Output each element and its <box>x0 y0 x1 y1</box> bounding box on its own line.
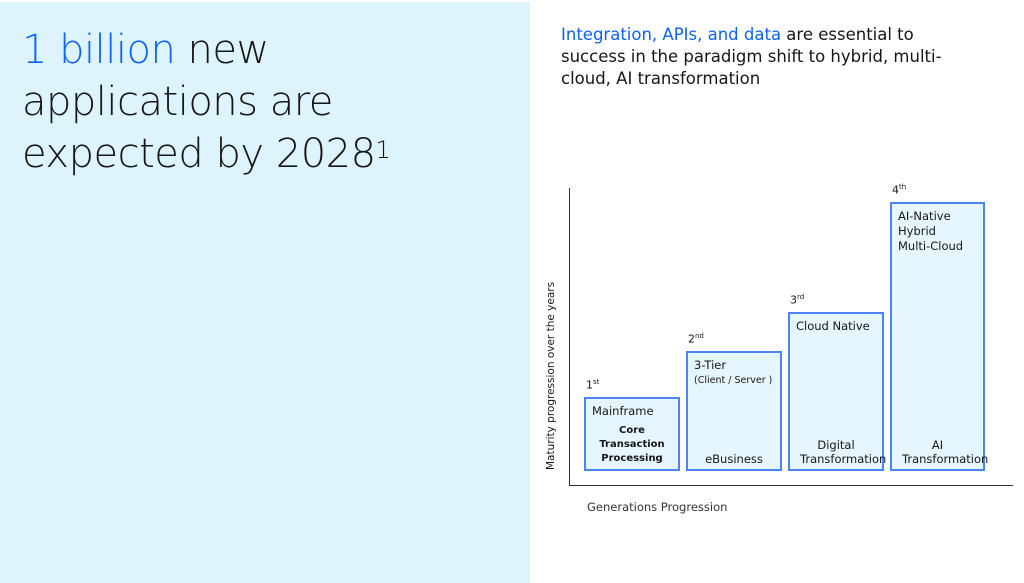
generation-subtitle: (Client / Server ) <box>694 375 773 386</box>
intro-accent: Integration, APIs, and data <box>561 25 782 44</box>
footnote-marker: 1 <box>375 136 391 164</box>
generation-era: eBusiness <box>705 452 763 466</box>
generation-title: Cloud Native <box>796 319 870 333</box>
generation-ordinal: 2nd <box>688 332 704 346</box>
y-axis <box>569 188 570 486</box>
headline-text: expected by 2028 <box>22 131 376 177</box>
x-axis <box>569 485 1013 486</box>
generation-era: Core Transaction Processing <box>599 425 665 464</box>
intro-rest: are essential to success in the paradigm… <box>561 25 942 88</box>
generation-box: AI-Native Hybrid Multi-Cloud AI Transform… <box>890 202 989 471</box>
generation-title: 3-Tier (Client / Server ) <box>694 358 773 386</box>
generation-ordinal: 3rd <box>790 293 805 307</box>
generation-ordinal: 1st <box>586 378 600 392</box>
generation-box: Mainframe Core Transaction Processing <box>584 397 680 471</box>
headline-text: new <box>175 27 270 73</box>
headline-accent: 1 billion <box>22 27 176 73</box>
generation-era: Digital Transformation <box>800 438 887 466</box>
generation-box: Cloud Native Digital Transformation <box>788 312 887 471</box>
generation-ordinal: 4th <box>892 183 907 197</box>
generation-title: Mainframe <box>592 404 654 418</box>
x-axis-label: Generations Progression <box>587 500 728 514</box>
generation-title: AI-Native Hybrid Multi-Cloud <box>898 209 964 253</box>
intro-text: Integration, APIs, and data are essentia… <box>561 24 981 90</box>
generation-era: AI Transformation <box>902 438 989 466</box>
headline-text: applications are <box>22 79 333 125</box>
headline: 1 billion new applications are expected by… <box>22 24 391 180</box>
generation-box: 3-Tier (Client / Server ) eBusiness <box>686 351 782 471</box>
y-axis-label: Maturity progression over the years <box>545 281 557 470</box>
headline-panel: 1 billion new applications are expected by… <box>0 2 530 583</box>
